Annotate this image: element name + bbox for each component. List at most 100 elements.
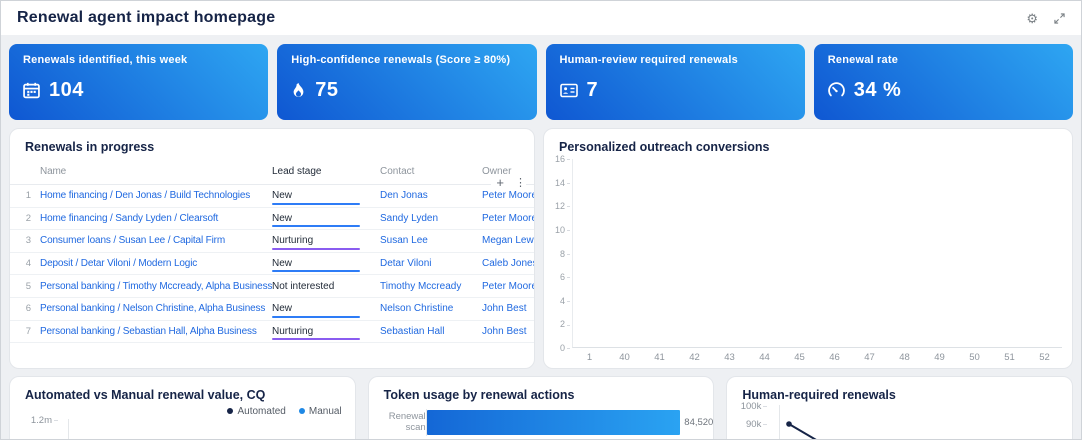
human-required-title: Human-required renewals: [742, 388, 896, 402]
settings-icon[interactable]: ⚙: [1026, 10, 1038, 26]
x-tick-label: 50: [969, 352, 980, 363]
row-number: 3: [25, 235, 31, 247]
renewals-in-progress-panel: Renewals in progress Name Lead stage Con…: [9, 128, 535, 369]
y-axis-line: [68, 419, 69, 439]
x-tick-label: 49: [934, 352, 945, 363]
token-bar: [426, 410, 681, 435]
lead-stage-label: New: [272, 212, 293, 224]
row-number: 7: [25, 325, 31, 337]
token-bar-label: Renewal scan: [388, 410, 426, 433]
page-title: Renewal agent impact homepage: [17, 9, 276, 26]
kpi-card-renewal-rate: Renewal rate 34 %: [813, 44, 1073, 120]
id-card-icon: [559, 83, 578, 98]
kpi-label: High-confidence renewals (Score ≥ 80%): [291, 54, 511, 66]
token-bar-row: Renewal scan 84,520: [384, 409, 714, 436]
column-header-name[interactable]: Name: [40, 166, 67, 177]
add-column-icon[interactable]: +: [496, 175, 504, 190]
renewal-name-link[interactable]: Personal banking / Nelson Christine, Alp…: [40, 303, 266, 315]
owner-link[interactable]: Caleb Jones: [482, 258, 535, 270]
human-required-line: [786, 421, 817, 439]
legend-dot-automated: [227, 408, 234, 414]
owner-link[interactable]: Peter Moore: [482, 280, 535, 292]
x-tick-label: 47: [864, 352, 875, 363]
token-usage-panel: Token usage by renewal actions Renewal s…: [367, 376, 715, 439]
renewal-name-link[interactable]: Personal banking / Sebastian Hall, Alpha…: [40, 325, 257, 337]
contact-link[interactable]: Sebastian Hall: [380, 325, 445, 337]
x-tick-label: 41: [654, 352, 665, 363]
row-number: 6: [25, 303, 31, 315]
table-row[interactable]: 7 Personal banking / Sebastian Hall, Alph…: [10, 321, 534, 344]
lead-stage-cell: New: [272, 253, 380, 275]
legend-item-manual[interactable]: Manual: [298, 406, 342, 417]
table-header-actions: + ⋮: [491, 175, 526, 190]
column-header-contact[interactable]: Contact: [380, 166, 415, 177]
kpi-card-human-review: Human-review required renewals 7: [545, 44, 805, 120]
x-tick-label: 51: [1004, 352, 1015, 363]
renewal-name-link[interactable]: Home financing / Sandy Lyden / Clearsoft: [40, 212, 219, 224]
fullscreen-icon[interactable]: [1054, 12, 1065, 24]
topbar-icons: ⚙: [1026, 12, 1065, 25]
contact-link[interactable]: Den Jonas: [380, 190, 428, 202]
outreach-y-axis: 0 2 4 6 8 10 12 14 16: [548, 154, 570, 353]
table-row[interactable]: 6 Personal banking / Nelson Christine, Al…: [10, 298, 534, 321]
x-tick-label: 48: [899, 352, 910, 363]
renewals-table-body: 1 Home financing / Den Jonas / Build Tech…: [10, 185, 535, 344]
table-row[interactable]: 3 Consumer loans / Susan Lee / Capital Fi…: [10, 230, 534, 253]
lead-stage-label: Nurturing: [272, 235, 314, 247]
contact-link[interactable]: Timothy Mccready: [380, 280, 462, 292]
more-options-icon[interactable]: ⋮: [515, 177, 526, 189]
x-tick-label: 40: [619, 352, 630, 363]
owner-link[interactable]: Peter Moore: [482, 190, 535, 202]
x-tick-label: 42: [689, 352, 700, 363]
lead-stage-underline: [272, 338, 360, 341]
contact-link[interactable]: Susan Lee: [380, 235, 428, 247]
token-bar-value: 84,520: [684, 417, 714, 428]
x-tick-label: 1: [586, 352, 593, 363]
table-row[interactable]: 1 Home financing / Den Jonas / Build Tech…: [10, 185, 535, 208]
outreach-x-axis: 1 40 41 42 43 44 45 46 47 48 49 50 51 52: [572, 352, 1062, 363]
renewal-name-link[interactable]: Home financing / Den Jonas / Build Techn…: [40, 190, 251, 202]
table-row[interactable]: 5 Personal banking / Timothy Mccready, Al…: [10, 275, 535, 298]
table-row[interactable]: 4 Deposit / Detar Viloni / Modern Logic Ne…: [10, 253, 535, 276]
table-header: Name Lead stage Contact Owner: [10, 159, 534, 185]
column-header-lead-stage[interactable]: Lead stage: [272, 166, 322, 177]
token-bars: Renewal scan 84,520: [369, 409, 714, 439]
y-axis-line: [779, 405, 781, 439]
auto-vs-manual-panel: Automated vs Manual renewal value, CQ Au…: [9, 376, 356, 439]
lead-stage-underline: [272, 225, 360, 228]
owner-link[interactable]: Megan Lewis: [482, 235, 534, 247]
y-tick-label: 2: [560, 319, 570, 329]
contact-link[interactable]: Sandy Lyden: [380, 212, 439, 224]
renewal-name-link[interactable]: Consumer loans / Susan Lee / Capital Fir…: [40, 235, 226, 247]
renewal-name-link[interactable]: Deposit / Detar Viloni / Modern Logic: [40, 258, 198, 270]
outreach-plot: [572, 159, 1062, 348]
bottom-row: Automated vs Manual renewal value, CQ Au…: [9, 376, 1074, 439]
y-tick-label: 0: [560, 343, 570, 353]
legend-item-automated[interactable]: Automated: [227, 406, 286, 417]
outreach-bars: [573, 159, 1062, 347]
table-row[interactable]: 2 Home financing / Sandy Lyden / Clearsof…: [10, 208, 535, 231]
contact-link[interactable]: Nelson Christine: [380, 303, 454, 315]
y-tick-label: 14: [555, 178, 570, 188]
human-required-panel: Human-required renewals 100k 90k: [726, 376, 1074, 439]
renewal-name-link[interactable]: Personal banking / Timothy Mccready, Alp…: [40, 280, 272, 292]
owner-link[interactable]: John Best: [482, 325, 527, 337]
top-bar: Renewal agent impact homepage ⚙: [1, 1, 1081, 35]
kpi-value: 75: [315, 79, 339, 101]
lead-stage-underline: [272, 270, 360, 273]
x-tick-label: 46: [829, 352, 840, 363]
gauge-icon: [827, 82, 845, 97]
y-tick-label: 6: [560, 272, 570, 282]
owner-link[interactable]: John Best: [482, 303, 527, 315]
contact-link[interactable]: Detar Viloni: [380, 258, 432, 270]
x-tick-label: 45: [794, 352, 805, 363]
lead-stage-underline: [272, 293, 360, 295]
x-tick-label: 44: [759, 352, 770, 363]
kpi-label: Renewals identified, this week: [23, 54, 188, 66]
column-header-owner[interactable]: Owner: [482, 166, 512, 177]
auto-vs-manual-title: Automated vs Manual renewal value, CQ: [25, 388, 266, 402]
lead-stage-label: New: [272, 303, 293, 315]
owner-link[interactable]: Peter Moore: [482, 212, 535, 224]
